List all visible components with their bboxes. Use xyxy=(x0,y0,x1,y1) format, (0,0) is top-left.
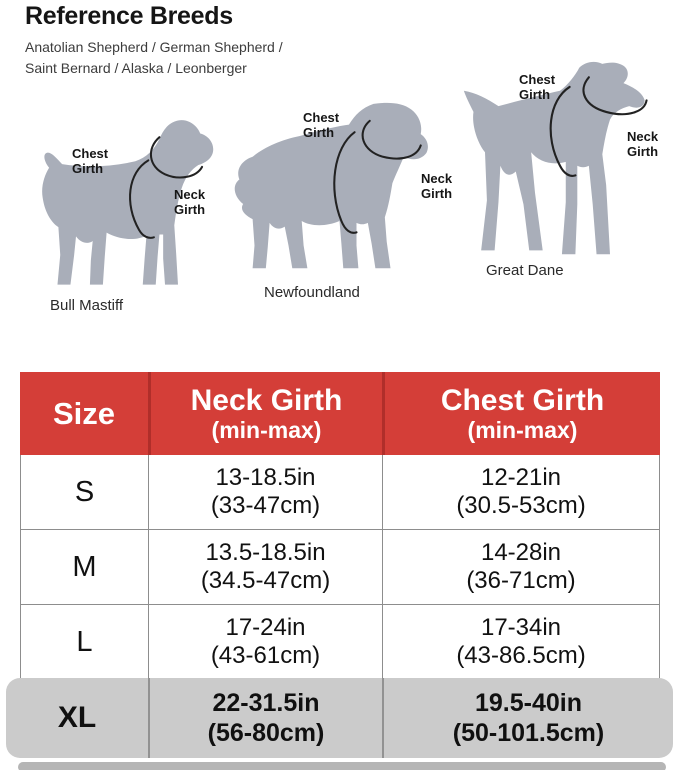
newfoundland-figure xyxy=(234,102,428,269)
table-row-m: M 13.5-18.5in (34.5-47cm) 14-28in (36-71… xyxy=(21,530,659,605)
neck-girth-label: Neck Girth xyxy=(627,129,659,159)
neck-girth-arc xyxy=(361,119,422,160)
chest-cm: (30.5-53cm) xyxy=(456,492,586,519)
chest-girth-arc xyxy=(333,131,358,234)
header-neck-sublabel: (min-max) xyxy=(211,416,322,443)
chest-inches: 17-34in xyxy=(480,613,562,641)
breed-label-bull-mastiff: Bull Mastiff xyxy=(50,297,124,314)
dog-silhouette xyxy=(234,102,428,269)
header-cell-chest-girth: Chest Girth (min-max) xyxy=(382,372,660,455)
neck-girth-arc xyxy=(582,76,648,116)
bull-mastiff-figure xyxy=(42,120,214,285)
size-value: XL xyxy=(57,701,97,734)
size-table-body: S 13-18.5in (33-47cm) 12-21in (30.5-53cm… xyxy=(20,455,660,680)
size-value: S xyxy=(74,475,95,508)
neck-cm: (56-80cm) xyxy=(207,719,325,747)
breed-label-great-dane: Great Dane xyxy=(486,262,564,279)
chest-inches: 14-28in xyxy=(480,538,562,566)
table-row-s: S 13-18.5in (33-47cm) 12-21in (30.5-53cm… xyxy=(21,455,659,530)
size-value: M xyxy=(72,550,97,583)
neck-inches: 22-31.5in xyxy=(212,689,320,717)
neck-cm: (33-47cm) xyxy=(210,492,321,519)
chest-inches: 12-21in xyxy=(480,463,562,491)
chest-girth-arc xyxy=(549,85,577,177)
chest-cm: (43-86.5cm) xyxy=(456,642,586,669)
header-cell-size: Size xyxy=(20,372,148,455)
page-title: Reference Breeds xyxy=(25,2,233,30)
chest-cm: (50-101.5cm) xyxy=(452,719,605,747)
chest-girth-label: Chest Girth xyxy=(72,146,109,176)
neck-inches: 13-18.5in xyxy=(215,463,316,491)
great-dane-figure xyxy=(463,61,648,255)
neck-cm: (34.5-47cm) xyxy=(200,567,331,594)
chest-cm: (36-71cm) xyxy=(466,567,576,594)
neck-cm: (43-61cm) xyxy=(210,642,321,669)
chest-inches: 19.5-40in xyxy=(474,689,582,717)
size-table-header: Size Neck Girth (min-max) Chest Girth (m… xyxy=(20,372,660,455)
table-row-xl-highlighted: XL 22-31.5in (56-80cm) 19.5-40in (50-101… xyxy=(6,678,673,758)
neck-inches: 17-24in xyxy=(225,613,306,641)
header-chest-label: Chest Girth xyxy=(440,384,605,418)
size-value: L xyxy=(76,625,93,658)
breed-label-newfoundland: Newfoundland xyxy=(264,284,360,301)
table-row-l: L 17-24in (43-61cm) 17-34in (43-86.5cm) xyxy=(21,605,659,680)
header-chest-sublabel: (min-max) xyxy=(467,416,578,443)
neck-girth-arc xyxy=(150,136,204,179)
neck-inches: 13.5-18.5in xyxy=(205,538,326,566)
header-size-label: Size xyxy=(52,395,116,431)
chest-girth-label: Chest Girth xyxy=(519,72,556,102)
size-table: Size Neck Girth (min-max) Chest Girth (m… xyxy=(20,372,660,680)
header-cell-neck-girth: Neck Girth (min-max) xyxy=(148,372,382,455)
reference-breeds-subtitle: Anatolian Shepherd / German Shepherd / S… xyxy=(25,39,283,76)
chest-girth-label: Chest Girth xyxy=(303,110,340,140)
next-card-edge xyxy=(18,762,666,770)
neck-girth-label: Neck Girth xyxy=(174,187,206,217)
chest-girth-arc xyxy=(129,159,155,239)
neck-girth-label: Neck Girth xyxy=(421,171,453,201)
header-neck-label: Neck Girth xyxy=(190,384,343,418)
dog-silhouette xyxy=(42,120,214,285)
